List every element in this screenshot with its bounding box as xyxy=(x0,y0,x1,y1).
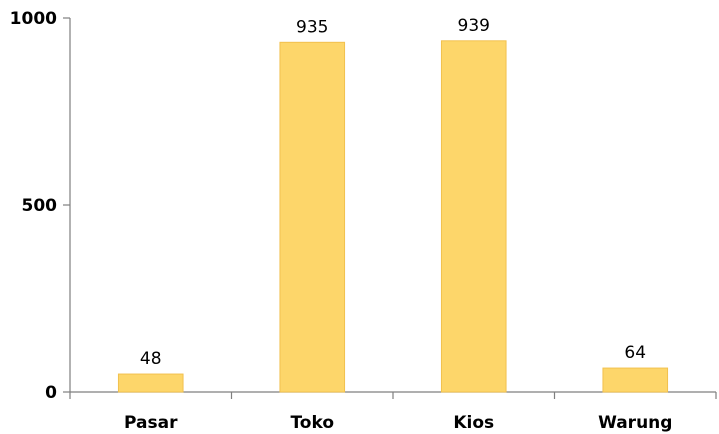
x-category-label-pasar: Pasar xyxy=(124,413,178,433)
bars xyxy=(117,40,669,393)
y-tick-label: 1000 xyxy=(10,9,57,29)
data-label-pasar: 48 xyxy=(140,349,162,369)
bar-toko xyxy=(279,41,346,393)
y-tick-label: 500 xyxy=(22,196,58,216)
x-category-label-toko: Toko xyxy=(290,413,334,433)
bar-warung xyxy=(602,367,669,393)
data-label-warung: 64 xyxy=(624,343,646,363)
y-axis: 0 500 1000 xyxy=(10,9,71,403)
bar-kios xyxy=(440,40,507,393)
x-category-label-kios: Kios xyxy=(453,413,494,433)
y-tick-label: 0 xyxy=(45,383,57,403)
bar-pasar xyxy=(117,373,184,393)
data-label-kios: 939 xyxy=(458,16,490,36)
x-axis: Pasar Toko Kios Warung xyxy=(69,391,717,433)
data-labels: 48 935 939 64 xyxy=(140,16,646,369)
x-category-label-warung: Warung xyxy=(598,413,672,433)
data-label-toko: 935 xyxy=(296,17,328,37)
